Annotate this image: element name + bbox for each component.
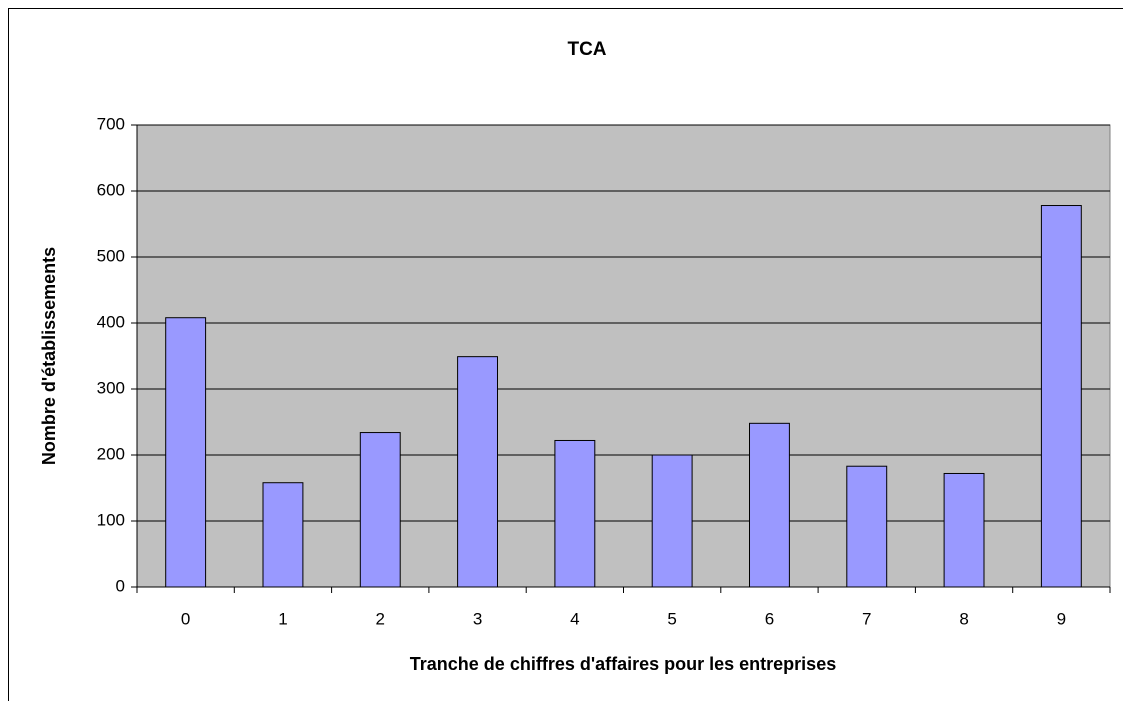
bar: [165, 317, 207, 588]
bar: [651, 454, 693, 588]
bar: [457, 356, 498, 588]
y-tick-label: 300: [97, 378, 125, 397]
chart-title: TCA: [567, 39, 606, 60]
y-tick-label: 0: [116, 576, 125, 595]
x-tick-label: 6: [765, 609, 774, 628]
y-tick-label: 600: [97, 180, 125, 199]
x-tick-label: 2: [376, 609, 385, 628]
x-tick-label: 1: [278, 609, 287, 628]
x-tick-label: 4: [570, 609, 579, 628]
y-tick-label: 200: [97, 444, 125, 463]
y-tick-label: 500: [97, 246, 125, 265]
x-tick-label: 7: [862, 609, 871, 628]
y-axis-label: Nombre d'établissements: [39, 247, 59, 465]
x-tick-label: 8: [959, 609, 968, 628]
x-tick-label: 3: [473, 609, 482, 628]
bar: [262, 482, 304, 588]
bar: [359, 432, 401, 588]
bar: [554, 439, 596, 588]
bar: [749, 422, 790, 588]
x-tick-label: 9: [1057, 609, 1066, 628]
bar: [1040, 205, 1082, 588]
y-tick-label: 700: [97, 114, 125, 133]
y-tick-label: 100: [97, 510, 125, 529]
y-tick-label: 400: [97, 312, 125, 331]
x-tick-label: 0: [181, 609, 190, 628]
bar: [846, 465, 888, 588]
x-axis-label: Tranche de chiffres d'affaires pour les …: [410, 654, 836, 674]
bar: [943, 472, 985, 588]
x-tick-label: 5: [667, 609, 676, 628]
